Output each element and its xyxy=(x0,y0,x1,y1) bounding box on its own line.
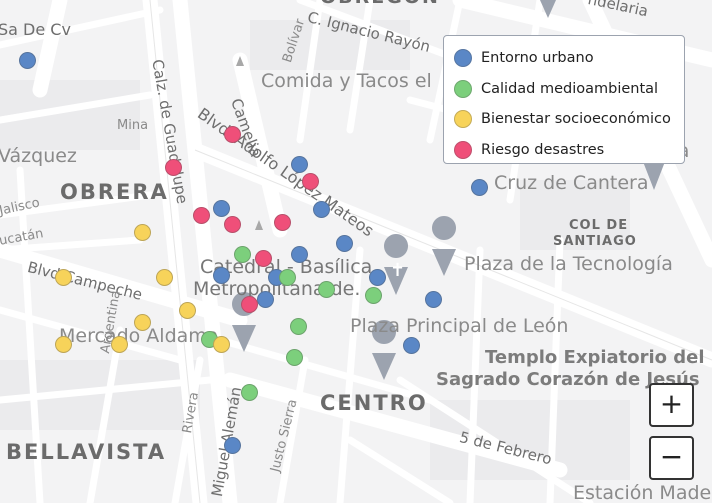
map-marker[interactable] xyxy=(317,280,335,298)
map-marker[interactable] xyxy=(133,223,151,241)
map-marker[interactable] xyxy=(364,286,382,304)
map-marker[interactable] xyxy=(312,200,330,218)
legend-label: Calidad medioambiental xyxy=(481,80,659,97)
area-label: Vázquez xyxy=(0,145,77,167)
poi-label: Comida y Tacos el xyxy=(261,70,432,92)
poi-label-plaza-tecnologia: Plaza de la Tecnología xyxy=(464,253,673,275)
map-marker[interactable] xyxy=(110,335,128,353)
map-marker[interactable] xyxy=(254,249,272,267)
map-marker[interactable] xyxy=(212,335,230,353)
map-legend: Entorno urbano Calidad medioambiental Bien… xyxy=(443,35,685,164)
svg-text:✝: ✝ xyxy=(390,260,405,281)
poi-label-templo: Sagrado Corazón de Jesús xyxy=(436,369,700,390)
poi-label-catedral: Metropolitana de. xyxy=(193,278,361,300)
map-marker[interactable] xyxy=(223,436,241,454)
district-label-centro: CENTRO xyxy=(320,391,428,415)
legend-label: Bienestar socioeconómico xyxy=(481,111,671,128)
map-marker[interactable] xyxy=(470,178,488,196)
street-label: Sa De Cv xyxy=(0,20,71,39)
legend-item: Entorno urbano xyxy=(454,43,674,74)
map-marker[interactable] xyxy=(233,245,251,263)
map-marker[interactable] xyxy=(212,266,230,284)
district-label: COL DE xyxy=(569,218,629,233)
map-marker[interactable] xyxy=(54,335,72,353)
map-marker[interactable] xyxy=(301,172,319,190)
map-marker[interactable] xyxy=(278,268,296,286)
poi-label-mercado-aldama: Mercado Aldama xyxy=(59,325,219,347)
map-marker[interactable] xyxy=(285,348,303,366)
map-marker[interactable] xyxy=(178,301,196,319)
street-label: Mina xyxy=(117,118,149,133)
map-marker[interactable] xyxy=(368,268,386,286)
map-marker[interactable] xyxy=(133,313,151,331)
map-marker[interactable] xyxy=(290,155,308,173)
map-marker[interactable] xyxy=(223,215,241,233)
map-marker[interactable] xyxy=(164,158,182,176)
map-marker[interactable] xyxy=(223,125,241,143)
legend-swatch-icon xyxy=(454,140,472,159)
map-marker[interactable] xyxy=(256,290,274,308)
map-marker[interactable] xyxy=(240,295,258,313)
legend-swatch-icon xyxy=(454,49,472,68)
map-marker[interactable] xyxy=(240,383,258,401)
legend-swatch-icon xyxy=(454,79,472,98)
map-marker[interactable] xyxy=(18,51,36,69)
poi-label-plaza-principal: Plaza Principal de León xyxy=(350,315,569,337)
district-label: SANTIAGO xyxy=(553,234,637,249)
district-label: OBREGÓN xyxy=(320,0,440,8)
map-marker[interactable] xyxy=(402,336,420,354)
map-marker[interactable] xyxy=(289,317,307,335)
legend-swatch-icon xyxy=(454,110,472,129)
district-label-bellavista: BELLAVISTA xyxy=(6,440,167,464)
legend-item: Bienestar socioeconómico xyxy=(454,104,674,135)
legend-item: Calidad medioambiental xyxy=(454,74,674,105)
map-marker[interactable] xyxy=(192,206,210,224)
map-marker[interactable] xyxy=(212,199,230,217)
zoom-in-button[interactable]: + xyxy=(649,383,694,427)
map-marker[interactable] xyxy=(290,245,308,263)
district-label-obrera: OBRERA xyxy=(60,180,169,204)
poi-label-templo: Templo Expiatorio del xyxy=(485,347,705,368)
poi-label-cruz-cantera: Cruz de Cantera xyxy=(494,172,649,194)
legend-label: Entorno urbano xyxy=(481,50,594,67)
map-marker[interactable] xyxy=(335,234,353,252)
map-marker[interactable] xyxy=(54,268,72,286)
legend-item: Riesgo desastres xyxy=(454,135,674,166)
map-marker[interactable] xyxy=(424,290,442,308)
legend-label: Riesgo desastres xyxy=(481,141,605,158)
zoom-out-button[interactable]: − xyxy=(649,436,694,480)
poi-label: Estación Made xyxy=(573,482,712,503)
map-marker[interactable] xyxy=(155,268,173,286)
map-marker[interactable] xyxy=(273,213,291,231)
